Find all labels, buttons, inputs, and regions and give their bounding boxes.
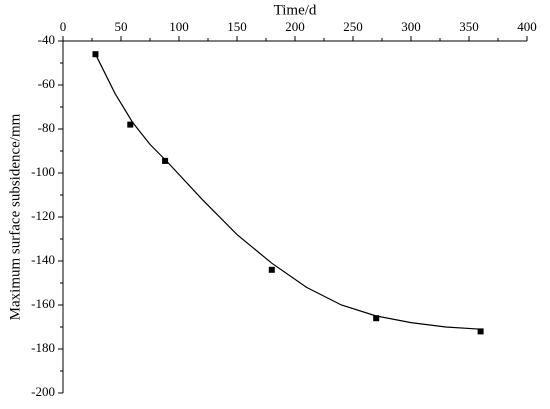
- y-tick-label: -180: [31, 340, 55, 355]
- y-tick-label: -120: [31, 208, 55, 223]
- data-point: [92, 51, 99, 58]
- y-tick-label: -40: [38, 32, 55, 47]
- x-axis-title: Time/d: [274, 2, 317, 18]
- data-point: [127, 121, 134, 128]
- x-tick-label: 400: [517, 19, 537, 34]
- x-tick-label: 50: [115, 19, 128, 34]
- data-point: [477, 328, 484, 335]
- fit-line: [94, 53, 481, 330]
- x-tick-label: 100: [169, 19, 189, 34]
- y-tick-label: -100: [31, 164, 55, 179]
- data-point: [268, 266, 275, 273]
- y-tick-label: -80: [38, 120, 55, 135]
- y-tick-label: -60: [38, 76, 55, 91]
- y-tick-label: -160: [31, 296, 55, 311]
- y-tick-label: -140: [31, 252, 55, 267]
- data-point: [373, 315, 380, 322]
- data-point: [162, 157, 169, 164]
- y-axis-title: Maximum surface subsidence/mm: [7, 113, 23, 320]
- y-tick-label: -200: [31, 384, 55, 399]
- x-tick-label: 250: [343, 19, 363, 34]
- x-tick-label: 150: [227, 19, 247, 34]
- x-tick-label: 350: [459, 19, 479, 34]
- x-tick-label: 0: [60, 19, 67, 34]
- x-tick-label: 200: [285, 19, 305, 34]
- x-tick-label: 300: [401, 19, 421, 34]
